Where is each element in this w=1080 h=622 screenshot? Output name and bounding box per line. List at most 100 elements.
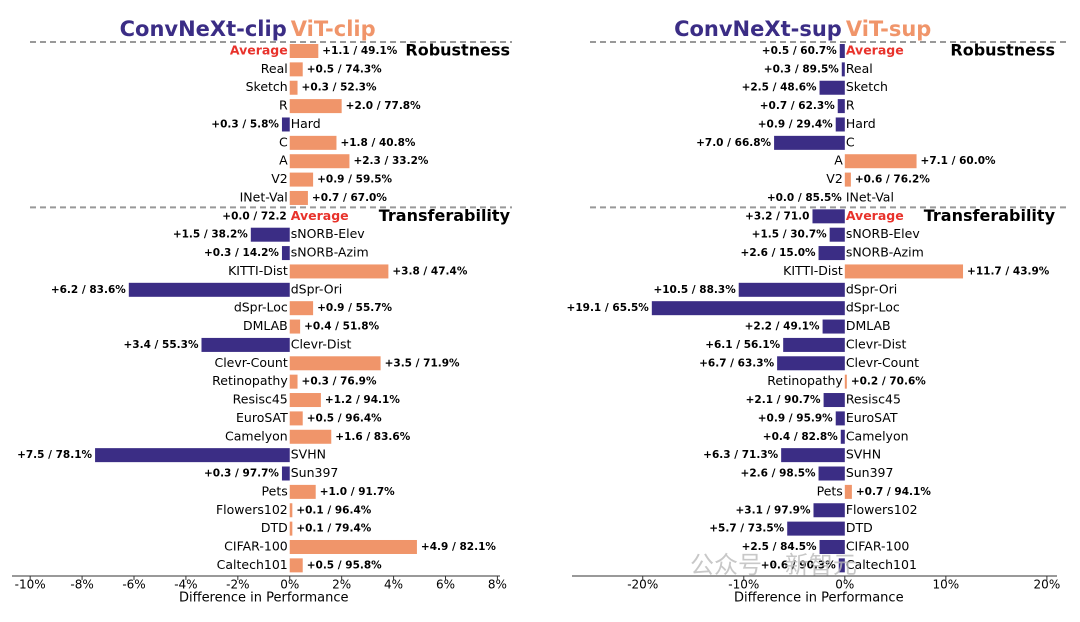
section-title: Transferability [924,206,1056,225]
model-title: ViT-clip [291,17,376,41]
bar [289,539,417,554]
bar [837,99,845,114]
bar [844,484,852,499]
value-label: +1.5 / 38.2% [173,229,248,241]
category-label: CIFAR-100 [224,538,288,553]
category-label: dSpr-Ori [291,281,342,296]
category-label: KITTI-Dist [783,263,843,278]
bar [281,117,290,132]
model-title: ConvNeXt-sup [674,17,842,41]
value-label: +0.0 / 85.5% [767,192,842,204]
bar [783,337,845,352]
value-label: +6.2 / 83.6% [51,284,126,296]
category-label: Sun397 [846,465,894,480]
bar [813,503,845,518]
value-label: +0.9 / 29.4% [758,118,833,130]
x-tick-label: -4% [174,578,197,592]
bar [289,429,332,444]
value-label: +3.5 / 71.9% [385,357,460,369]
category-label: Clevr-Dist [291,336,352,351]
bar [819,80,845,95]
category-label: SVHN [846,447,881,462]
category-label: Average [846,208,904,223]
value-label: +0.5 / 74.3% [307,63,382,75]
category-label: Retinopathy [767,373,843,388]
x-tick-label: -6% [122,578,145,592]
category-label: Retinopathy [212,373,288,388]
x-tick-label: -2% [226,578,249,592]
bar [829,227,845,242]
value-label: +0.3 / 89.5% [764,63,839,75]
section-title: Robustness [405,41,510,60]
category-label: DMLAB [243,318,288,333]
bar [787,521,845,536]
category-label: Flowers102 [846,502,918,517]
category-label: sNORB-Elev [846,226,921,241]
value-label: +0.7 / 67.0% [312,192,387,204]
bar [774,135,845,150]
category-label: EuroSAT [236,410,288,425]
bar [838,558,845,573]
value-label: +2.3 / 33.2% [353,155,428,167]
bar [812,209,845,224]
value-label: +3.8 / 47.4% [392,265,467,277]
x-tick-label: -10% [728,578,759,592]
bar [839,44,845,58]
bar [289,135,337,150]
value-label: +0.3 / 76.9% [302,376,377,388]
x-tick-label: 0% [835,578,854,592]
bar [781,448,845,463]
category-label: Sun397 [291,465,339,480]
x-tick-label: 2% [332,578,351,592]
category-label: Caltech101 [846,557,917,572]
x-tick-label: 6% [436,578,455,592]
bar [289,393,321,408]
value-label: +2.0 / 77.8% [346,100,421,112]
bar [289,558,303,573]
value-label: +2.6 / 15.0% [741,247,816,259]
x-axis-label: Difference in Performance [179,591,349,606]
value-label: +3.1 / 97.9% [736,504,811,516]
bar [289,484,316,499]
model-title: ViT-sup [846,17,932,41]
bar [289,62,303,77]
category-label: DTD [261,520,288,535]
x-tick-label: -10% [15,578,46,592]
category-label: dSpr-Loc [234,300,288,315]
value-label: +11.7 / 43.9% [967,265,1050,277]
bar [289,411,303,426]
bar [844,154,917,169]
category-label: EuroSAT [846,410,898,425]
bar [841,62,845,77]
value-label: +2.5 / 84.5% [742,541,817,553]
bar [95,448,290,463]
category-label: V2 [271,171,288,186]
value-label: +0.5 / 96.4% [307,412,382,424]
value-label: +0.5 / 60.7% [762,45,837,57]
bar [289,264,389,279]
value-label: +0.3 / 52.3% [302,82,377,94]
bar [818,466,845,481]
value-label: +0.6 / 76.2% [855,174,930,186]
bar [289,80,298,95]
value-label: +6.3 / 71.3% [703,449,778,461]
value-label: +0.9 / 59.5% [317,174,392,186]
category-label: Pets [817,483,843,498]
category-label: Flowers102 [216,502,288,517]
value-label: +0.3 / 97.7% [204,468,279,480]
category-label: Average [230,43,288,58]
bar [738,282,845,297]
bar [250,227,290,242]
value-label: +5.7 / 73.5% [709,523,784,535]
x-tick-label: 4% [384,578,403,592]
category-label: SVHN [291,447,326,462]
category-label: Resisc45 [846,392,901,407]
bar [289,172,314,187]
bar [281,466,290,481]
bar [289,521,293,536]
bar [289,99,342,114]
category-label: V2 [826,171,843,186]
value-label: +1.8 / 40.8% [340,137,415,149]
category-label: sNORB-Azim [291,245,369,260]
